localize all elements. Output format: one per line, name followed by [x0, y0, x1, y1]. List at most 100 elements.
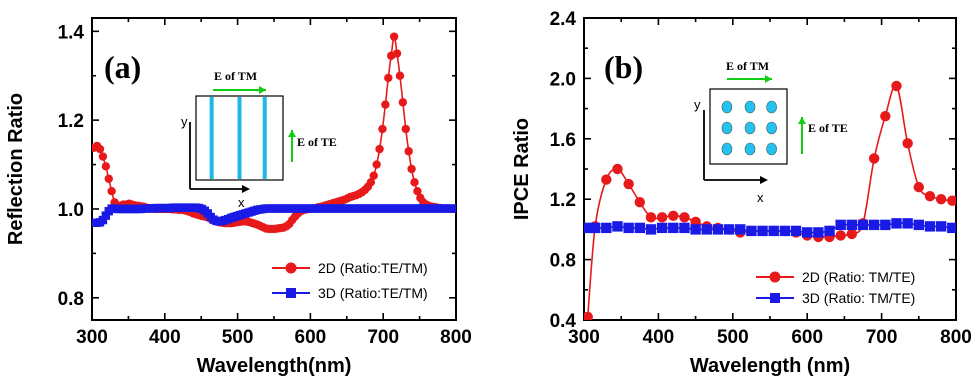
y-axis-title: Reflection Ratio: [5, 93, 27, 245]
legend-label: 3D (Ratio: TM/TE): [802, 290, 915, 306]
inset-y-label: y: [694, 97, 701, 112]
legend-label: 3D (Ratio:TE/TM): [318, 285, 428, 301]
data-point-1: [679, 222, 690, 234]
data-point-0: [868, 153, 880, 164]
x-tick-label: 300: [76, 327, 108, 348]
inset-te-label: E of TE: [297, 135, 337, 149]
data-point-0: [378, 124, 387, 134]
data-point-0: [392, 49, 402, 58]
data-point-0: [634, 197, 645, 208]
data-point-1: [891, 218, 902, 229]
data-point-0: [98, 152, 108, 161]
legend-marker: [770, 293, 780, 303]
data-point-0: [395, 71, 405, 80]
data-point-0: [107, 187, 116, 196]
legend-label: 2D (Ratio: TM/TE): [802, 269, 915, 285]
x-tick-label: 700: [367, 327, 399, 348]
data-point-0: [104, 174, 113, 183]
inset-schematic: E of TM E of TE y x: [694, 59, 848, 205]
data-point-0: [935, 194, 947, 205]
data-point-1: [768, 225, 779, 237]
panel-label: (a): [104, 49, 141, 85]
data-point-0: [947, 195, 956, 206]
data-point-0: [375, 144, 384, 154]
y-tick-label: 1.2: [58, 111, 84, 132]
data-point-1: [623, 222, 634, 234]
x-tick-label: 300: [568, 327, 600, 348]
x-tick-label: 500: [222, 327, 254, 348]
panel-a: 300 400 500 600 700 800 0.8 1.0 1.2 1.4 Wavelength…: [5, 17, 472, 377]
legend-marker: [286, 288, 296, 298]
data-point-1: [835, 219, 846, 231]
data-point-1: [98, 215, 108, 225]
data-point-1: [584, 222, 593, 234]
inset-nanodot: [744, 121, 756, 135]
data-point-1: [947, 222, 956, 234]
data-point-1: [935, 221, 947, 232]
data-point-1: [924, 221, 936, 232]
data-point-1: [601, 222, 612, 234]
y-tick-label: 0.8: [58, 289, 84, 310]
data-point-0: [384, 73, 393, 83]
inset-schematic: E of TM E of TE y x: [181, 69, 337, 210]
inset-x-arrowhead: [242, 185, 250, 193]
data-point-1: [824, 225, 835, 237]
panel-label: (b): [604, 49, 643, 85]
data-point-0: [656, 212, 668, 223]
data-point-1: [779, 225, 791, 237]
data-point-0: [389, 32, 399, 41]
y-axis-title: IPCE Ratio: [511, 118, 533, 220]
legend-label: 2D (Ratio:TE/TM): [318, 260, 428, 276]
inset-tm-label: E of TM: [726, 59, 769, 73]
series-line-1: [587, 222, 953, 234]
data-point-0: [584, 311, 593, 320]
inset-x-label: x: [238, 195, 245, 210]
data-point-1: [612, 221, 623, 232]
data-point-1: [746, 225, 757, 237]
inset-nanodot: [744, 142, 756, 156]
inset-nanodot: [721, 142, 733, 156]
data-point-0: [372, 160, 381, 169]
data-point-1: [790, 225, 802, 237]
data-point-1: [101, 211, 111, 220]
inset-te-arrow-head: [798, 117, 806, 124]
legend-marker: [285, 262, 297, 274]
data-point-1: [757, 225, 768, 237]
legend-marker: [769, 271, 781, 283]
data-point-0: [924, 190, 936, 202]
y-tick-label: 2.4: [550, 9, 577, 30]
data-point-0: [413, 187, 422, 196]
data-point-1: [913, 219, 924, 231]
y-tick-label: 1.2: [550, 190, 576, 211]
inset-te-label: E of TE: [808, 121, 848, 135]
inset-x-label: x: [757, 190, 764, 205]
data-point-0: [846, 228, 858, 240]
x-axis-title: Wavelength(nm): [197, 355, 352, 377]
inset-nanodot: [766, 142, 777, 156]
data-point-1: [451, 204, 456, 213]
data-point-0: [623, 178, 634, 190]
data-point-0: [880, 110, 891, 122]
data-point-0: [668, 210, 679, 222]
x-tick-label: 800: [440, 327, 472, 348]
data-point-1: [723, 224, 735, 235]
data-point-0: [601, 174, 612, 185]
x-tick-label: 600: [295, 327, 327, 348]
inset-x-arrowhead: [760, 176, 768, 184]
inset-nanodot: [766, 121, 777, 135]
data-point-0: [95, 144, 105, 154]
inset-tm-label: E of TM: [214, 69, 257, 83]
data-point-0: [645, 212, 657, 223]
data-point-1: [802, 227, 813, 238]
data-point-1: [701, 224, 712, 235]
data-point-1: [712, 224, 724, 235]
data-point-0: [369, 171, 378, 180]
inset-y-label: y: [181, 114, 188, 129]
data-point-1: [868, 219, 880, 231]
x-tick-label: 500: [717, 327, 749, 348]
data-point-1: [589, 222, 601, 234]
data-point-0: [401, 124, 410, 134]
inset-tm-arrow-head: [765, 75, 772, 83]
y-tick-label: 2.0: [550, 69, 576, 90]
y-tick-label: 1.0: [58, 200, 84, 221]
